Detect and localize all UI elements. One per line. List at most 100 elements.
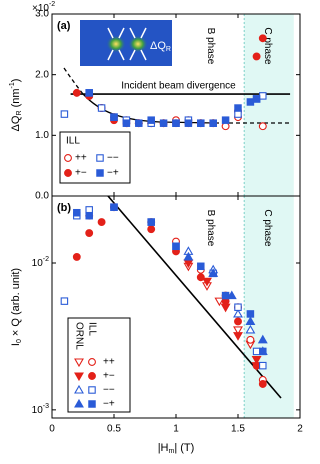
marker xyxy=(88,386,96,394)
phase-label: C phase xyxy=(262,209,273,247)
marker xyxy=(259,361,267,370)
x-tick-label: 0 xyxy=(49,424,55,435)
marker xyxy=(233,332,243,341)
marker xyxy=(197,262,205,271)
data-layer xyxy=(60,34,267,131)
y-multiplier: ×10-2 xyxy=(32,1,55,13)
x-axis-label-part: | (T) xyxy=(174,442,194,454)
marker xyxy=(197,119,205,127)
marker xyxy=(234,303,242,311)
marker xyxy=(88,400,96,408)
data-layer xyxy=(60,203,268,388)
y-axis-label-part: (nm xyxy=(10,88,22,110)
marker xyxy=(147,225,156,234)
inset-arrows xyxy=(107,27,147,61)
marker xyxy=(147,218,155,226)
y-multiplier-part: ×10 xyxy=(32,3,49,14)
marker xyxy=(234,317,242,326)
y-axis-label-part: × Q (arb. unit) xyxy=(10,268,22,339)
marker xyxy=(234,110,242,118)
y-tick-label-part: 10 xyxy=(32,258,44,269)
y-axis-label-part: -1 xyxy=(9,82,16,88)
marker xyxy=(135,119,143,127)
marker xyxy=(172,242,180,251)
x-tick-label: 2 xyxy=(297,424,303,435)
marker xyxy=(60,297,69,305)
marker xyxy=(110,203,118,211)
marker xyxy=(202,277,212,287)
inset-label-part: R xyxy=(166,46,171,53)
x-axis-label-part: m xyxy=(169,448,175,455)
marker xyxy=(147,116,155,124)
marker xyxy=(88,372,96,380)
marker xyxy=(110,113,118,121)
reference-label: Incident beam divergence xyxy=(121,81,236,92)
marker xyxy=(196,273,205,282)
panel-label: (a) xyxy=(57,20,71,32)
marker xyxy=(246,98,255,106)
marker xyxy=(245,324,256,334)
marker xyxy=(208,268,219,277)
marker xyxy=(60,110,69,118)
marker xyxy=(97,104,106,112)
marker xyxy=(85,229,94,237)
marker xyxy=(184,119,193,127)
legend-label: −+ xyxy=(107,168,119,179)
y-tick-label: 10-2 xyxy=(32,256,49,268)
inset-label-part: ΔQ xyxy=(150,40,166,52)
y-axis-label: I0 × Q (arb. unit) xyxy=(10,268,23,346)
panel-label: (b) xyxy=(57,202,71,214)
y-multiplier-part: -2 xyxy=(49,1,55,8)
shaded-region xyxy=(244,196,294,418)
marker xyxy=(74,398,84,408)
marker xyxy=(74,372,84,382)
x-axis-label-part: |H xyxy=(158,442,169,454)
y-tick-label-part: -2 xyxy=(43,256,49,263)
marker xyxy=(74,358,84,368)
x-axis-label: |Hm| (T) xyxy=(158,442,195,455)
inset-spot xyxy=(128,35,148,53)
legend-label: +− xyxy=(75,168,87,179)
phase-label: B phase xyxy=(205,28,216,65)
marker xyxy=(234,104,242,112)
legend-label: −− xyxy=(107,153,119,164)
y-tick-label-part: -3 xyxy=(43,403,49,410)
marker xyxy=(159,119,168,127)
marker xyxy=(252,52,261,61)
legend-label: −+ xyxy=(103,399,115,410)
marker xyxy=(85,89,93,97)
y-axis-label-part: ΔQ xyxy=(10,115,22,131)
marker xyxy=(88,358,96,366)
y-axis-label-part: 0 xyxy=(16,339,23,343)
legend-title: ILL xyxy=(66,136,80,147)
y-tick-label: 0.0 xyxy=(35,191,49,202)
marker xyxy=(96,154,104,162)
inset-label: ΔQR xyxy=(150,40,171,53)
marker xyxy=(221,291,230,300)
marker xyxy=(252,361,261,370)
marker xyxy=(209,119,217,127)
fit-curve xyxy=(63,67,84,95)
y-axis-label: ΔQR (nm-1) xyxy=(9,79,23,132)
x-tick-label: 1.5 xyxy=(231,424,245,435)
phase-label: C phase xyxy=(262,27,273,65)
marker xyxy=(64,154,72,162)
y-tick-label: 3.0 xyxy=(35,9,49,20)
legend-group: ILL xyxy=(86,322,97,336)
legend-label: ++ xyxy=(75,153,87,164)
x-tick-label: 0.5 xyxy=(107,424,121,435)
legend-label: ++ xyxy=(103,357,115,368)
marker xyxy=(64,169,72,177)
phase-label: B phase xyxy=(205,210,216,247)
y-axis-label-part: I xyxy=(10,343,22,346)
marker xyxy=(73,208,81,217)
marker xyxy=(257,334,268,344)
marker xyxy=(172,119,180,127)
marker xyxy=(214,297,225,307)
marker xyxy=(96,169,104,177)
y-tick-label: 2.0 xyxy=(35,69,49,80)
marker xyxy=(72,88,81,97)
marker xyxy=(72,252,81,261)
legend-group: ORNL xyxy=(73,322,84,350)
